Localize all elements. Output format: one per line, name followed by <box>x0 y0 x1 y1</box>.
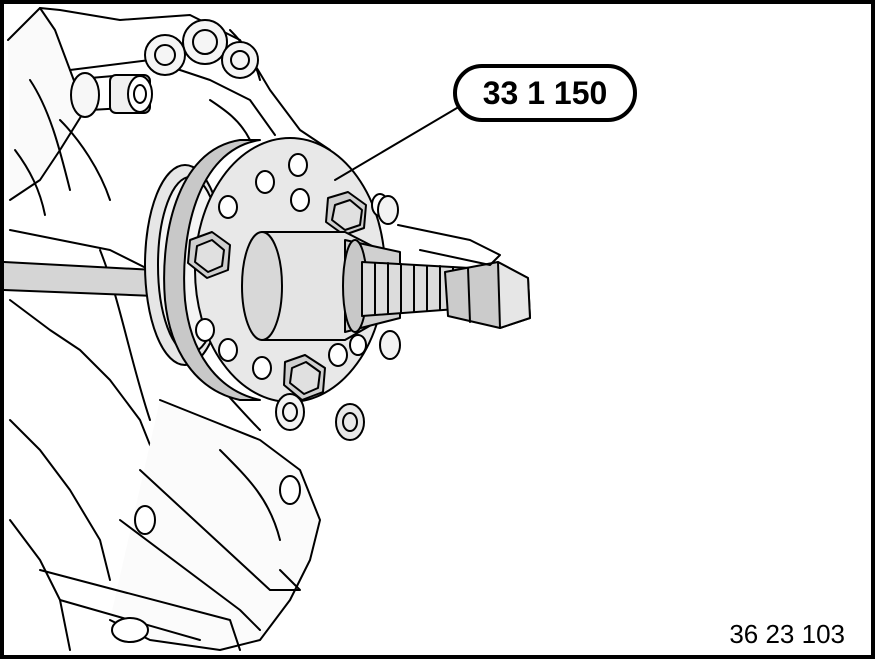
drive-rod <box>3 261 162 297</box>
upper-studs <box>70 19 259 118</box>
lower-studs <box>275 195 501 441</box>
leader-line <box>334 104 463 181</box>
lower-arm <box>39 399 321 651</box>
figure-number: 36 23 103 <box>729 619 845 649</box>
tool-label-callout: 33 1 150 <box>453 64 637 122</box>
plate-bolts <box>187 191 367 401</box>
tool-spindle <box>241 231 531 341</box>
tool-label: 33 1 150 <box>483 75 608 111</box>
